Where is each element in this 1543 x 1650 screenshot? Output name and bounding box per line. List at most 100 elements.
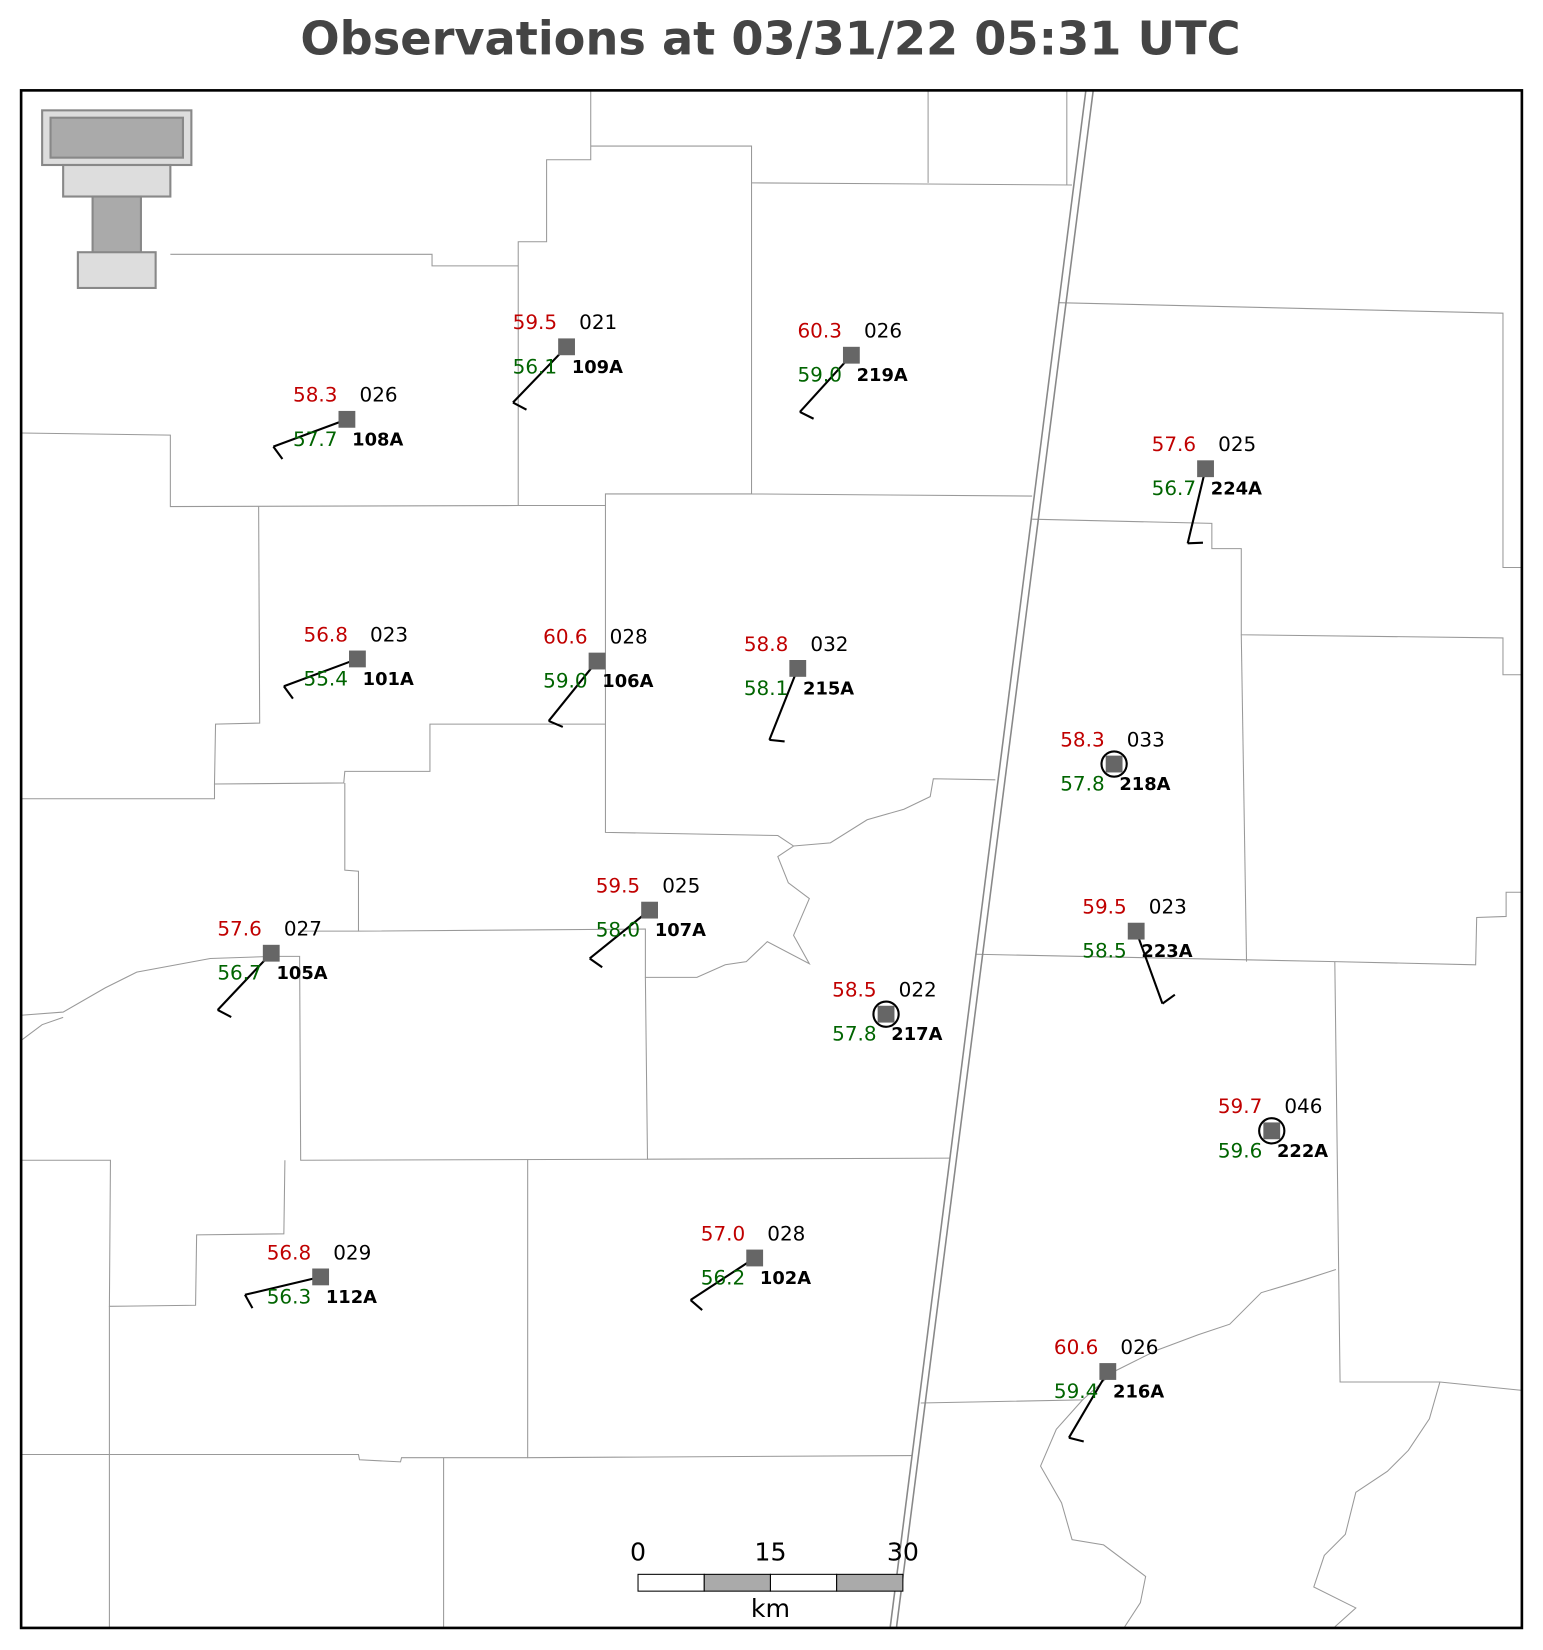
wind-barb [272,418,348,448]
station-id: 222A [1277,1141,1328,1162]
temperature: 60.3 [797,319,841,343]
wind-barb [1186,468,1207,544]
dewpoint: 59.0 [543,669,587,693]
station-marker [1105,755,1123,773]
station-id: 112A [326,1287,377,1308]
county-line [527,1159,913,1459]
pressure: 027 [284,917,322,941]
pressure: 026 [360,383,398,407]
station: 58.3 033 57.8 218A [1060,727,1170,795]
wind-barb [1068,1370,1109,1439]
calm-circle [872,1000,900,1028]
barb-feather [512,401,527,411]
dewpoint: 57.8 [1060,772,1104,796]
county-line [751,182,1073,186]
temperature: 59.5 [1082,895,1126,919]
scale-tick-label: 30 [887,1537,919,1566]
pressure: 029 [333,1240,371,1264]
state-line [895,91,1094,1627]
wind-barb [512,346,568,404]
logo-stem [91,195,142,261]
dewpoint: 59.4 [1054,1379,1098,1403]
dewpoint: 59.0 [797,363,841,387]
station-id: 109A [572,357,623,378]
station-marker [746,1249,764,1267]
dewpoint: 56.7 [217,961,261,985]
station-marker [1197,460,1214,478]
calm-circle [1258,1117,1286,1145]
pressure: 026 [1120,1335,1158,1359]
scale-tick-label: 15 [754,1537,786,1566]
station-id: 102A [760,1268,811,1289]
wind-barb [589,909,651,960]
station-marker [641,901,658,919]
scale-segment [637,1573,705,1592]
logo-bar-inner [49,116,185,159]
county-line [920,1269,1337,1404]
wind-barb [216,952,273,1011]
wind-barb [244,1275,321,1296]
county-line [21,784,216,800]
station-id: 216A [1113,1382,1164,1403]
wind-barb [690,1257,756,1301]
county-line [21,955,649,1161]
pressure: 028 [767,1221,805,1245]
dewpoint: 56.3 [267,1284,311,1308]
station-marker [588,652,606,670]
station-id: 223A [1141,941,1192,962]
dewpoint: 57.7 [293,427,337,451]
pressure: 033 [1127,727,1165,751]
barb-feather [1187,541,1204,545]
county-line [21,1159,286,1307]
temperature: 60.6 [1054,1335,1098,1359]
station-marker [1099,1363,1117,1380]
station-marker [349,650,366,668]
stations: 58.3 026 57.7 108A 59.5 021 56.1 109A 60.3 026 59.… [216,310,1328,1443]
barb-feather [283,685,294,700]
county-line [647,1157,951,1160]
county-line [1058,302,1522,569]
pressure: 022 [899,978,937,1002]
scale-unit: km [751,1594,790,1623]
pressure: 046 [1284,1094,1322,1118]
station: 58.5 022 57.8 217A [832,978,942,1046]
temperature: 58.8 [744,632,788,656]
temperature: 56.8 [304,622,348,646]
barb-feather [589,957,603,969]
station: 60.3 026 59.0 219A [797,319,908,420]
station-id: 224A [1211,479,1262,500]
station-id: 217A [891,1024,942,1045]
barb-feather [689,1299,703,1311]
scale-segment [836,1573,904,1592]
station-marker [1263,1122,1281,1140]
dewpoint: 57.8 [832,1022,876,1046]
barb-feather [272,446,284,460]
station-id: 218A [1119,774,1170,795]
barb-feather [548,719,564,728]
county-line [604,505,996,847]
scale-segment [769,1573,838,1592]
station-marker [842,346,860,364]
pressure: 021 [579,310,617,334]
pressure: 023 [370,622,408,646]
county-line [344,782,811,978]
title: Observations at 03/31/22 05:31 UTC [300,12,1240,66]
temperature: 60.6 [543,624,587,648]
county-line [1240,634,1248,962]
county-line [1039,1399,1147,1628]
temperature: 58.5 [832,978,876,1002]
station-id: 107A [655,920,706,941]
temperature: 56.8 [267,1240,311,1264]
dewpoint: 56.1 [513,354,557,378]
station-marker [312,1268,330,1286]
logo [41,109,193,290]
county-line [976,891,1522,966]
dewpoint: 58.5 [1082,939,1126,963]
logo-base [76,251,157,290]
station: 58.3 026 57.7 108A [272,383,403,460]
pressure: 032 [810,632,848,656]
temperature: 58.3 [293,383,337,407]
station: 59.7 046 59.6 222A [1218,1094,1328,1162]
barb-feather [217,1009,232,1018]
county-line [1334,961,1522,1391]
